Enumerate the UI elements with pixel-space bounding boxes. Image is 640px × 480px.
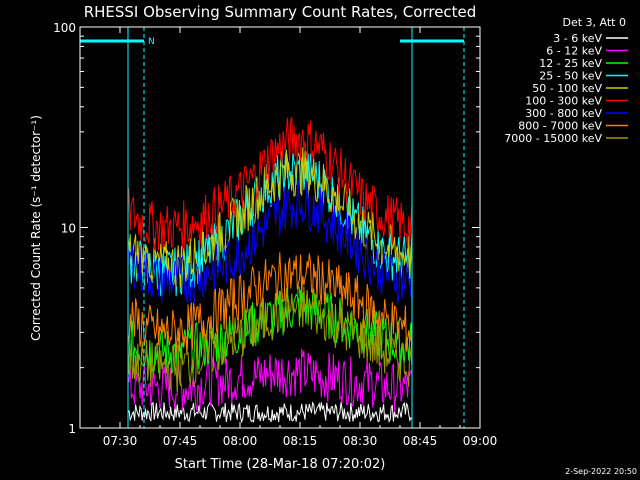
legend-entry-label-8: 800 - 7000 keV xyxy=(518,120,602,133)
y-tick-label-2: 10 xyxy=(61,222,76,236)
x-tick-label-4: 08:15 xyxy=(283,434,318,448)
night-marker-label: N xyxy=(148,37,155,47)
axis-layer: 07:30 07:45 08:00 08:15 08:30 08:45 09:00 1 10 10… xyxy=(53,21,497,448)
y-tick-label-3: 100 xyxy=(53,21,76,35)
x-tick-label-1: 07:30 xyxy=(103,434,138,448)
x-tick-label-3: 08:00 xyxy=(223,434,258,448)
x-tick-label-6: 08:45 xyxy=(403,434,438,448)
legend-entry-label-2: 6 - 12 keV xyxy=(546,45,602,58)
x-tick-label-5: 08:30 xyxy=(343,434,378,448)
legend-entry-label-6: 100 - 300 keV xyxy=(525,95,602,108)
legend-entry-label-7: 300 - 800 keV xyxy=(525,107,602,120)
x-tick-label-2: 07:45 xyxy=(163,434,198,448)
x-tick-label-7: 09:00 xyxy=(463,434,498,448)
y-axis-label: Corrected Count Rate (s⁻¹ detector⁻¹) xyxy=(29,115,43,341)
x-axis-label: Start Time (28-Mar-18 07:20:02) xyxy=(175,457,386,472)
legend-entry-label-9: 7000 - 15000 keV xyxy=(504,132,602,145)
legend-title: Det 3, Att 0 xyxy=(563,16,627,29)
data-layer xyxy=(127,115,413,424)
series-line-9 xyxy=(127,283,413,393)
y-tick-label-1: 1 xyxy=(68,422,76,436)
series-line-5 xyxy=(127,147,413,288)
series-line-8 xyxy=(127,252,413,353)
legend-entry-label-5: 50 - 100 keV xyxy=(532,82,602,95)
series-line-7 xyxy=(127,180,413,304)
annotation-layer: N xyxy=(80,27,465,428)
series-line-2 xyxy=(127,348,413,413)
chart-title: RHESSI Observing Summary Count Rates, Co… xyxy=(84,3,477,21)
legend-entry-label-1: 3 - 6 keV xyxy=(553,32,602,45)
footer-date: 2-Sep-2022 20:50 xyxy=(565,467,637,476)
legend-entry-label-4: 25 - 50 keV xyxy=(539,70,602,83)
series-line-6 xyxy=(127,115,413,251)
legend-entry-label-3: 12 - 25 keV xyxy=(539,57,602,70)
